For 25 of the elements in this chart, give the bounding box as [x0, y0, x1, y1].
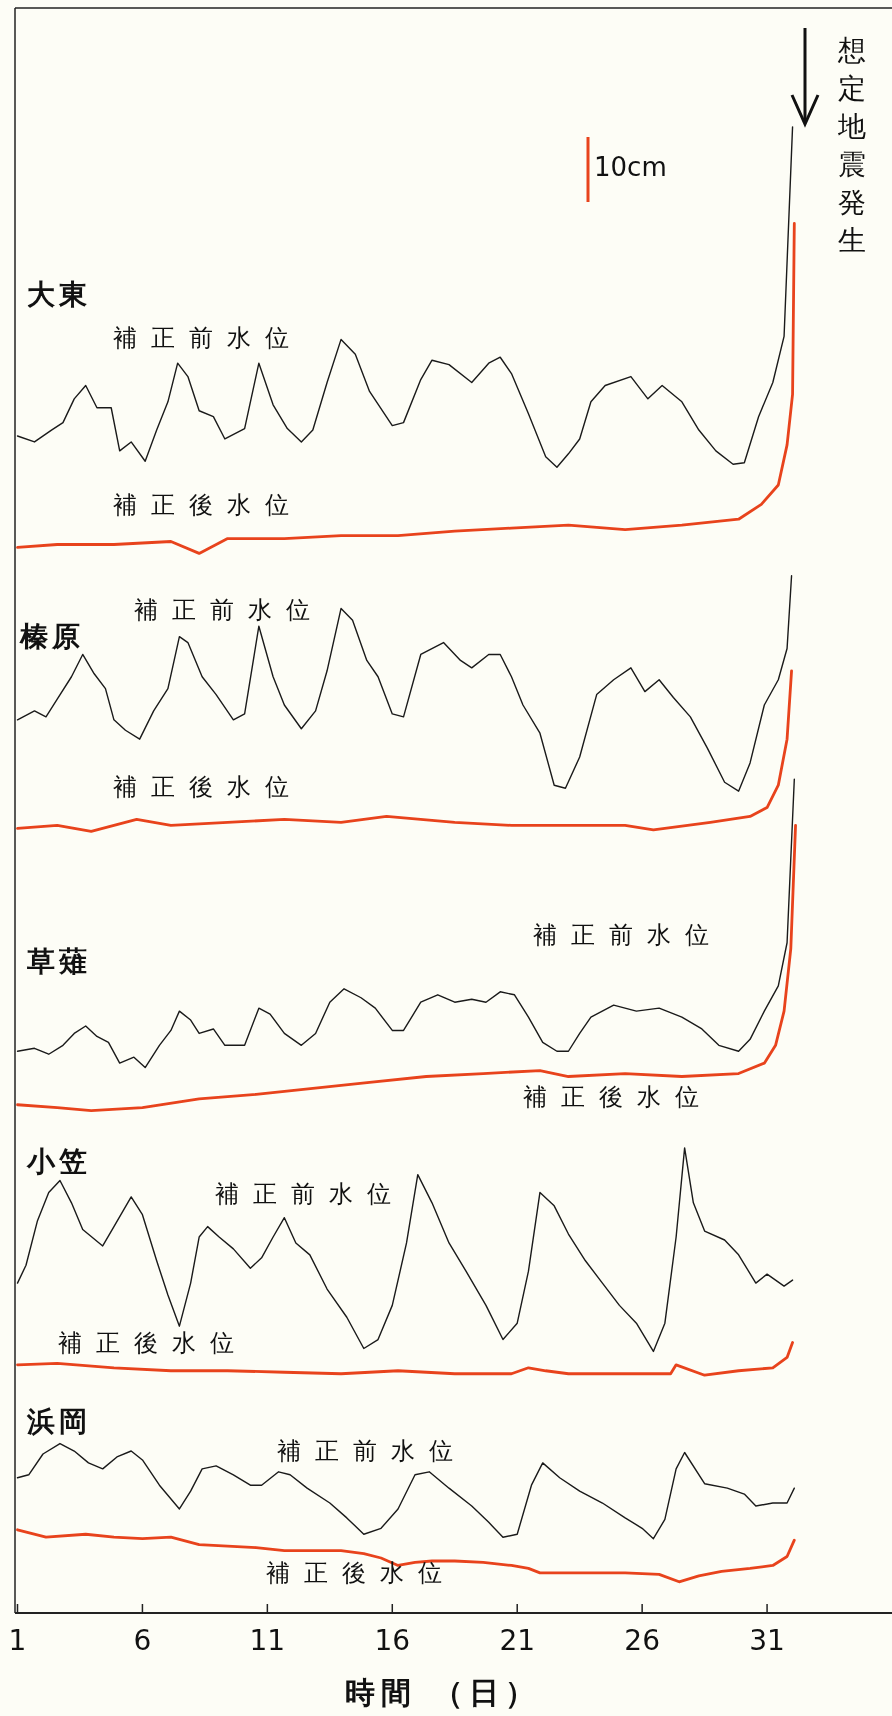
x-tick-label: 16 — [374, 1624, 411, 1657]
series-label: 補正後水位 — [113, 773, 303, 801]
x-tick-label: 26 — [624, 1624, 660, 1657]
x-tick-label: 11 — [249, 1624, 286, 1657]
x-tick-label: 6 — [133, 1624, 152, 1657]
x-tick-label: 31 — [749, 1624, 785, 1657]
annotation: 大東 — [27, 278, 91, 311]
x-tick-label: 21 — [499, 1624, 536, 1657]
x-axis-title: 時間 （日） — [344, 1675, 542, 1710]
annotation: 小笠 — [26, 1145, 91, 1178]
series-label: 補正前水位 — [113, 324, 303, 352]
series-label: 補正後水位 — [58, 1329, 248, 1357]
annotation: 10cm — [594, 151, 667, 182]
annotation: 想定地震発生 — [837, 34, 866, 257]
annotation: 榛原 — [19, 620, 84, 653]
x-tick-label: 1 — [8, 1624, 27, 1657]
series-label: 補正前水位 — [277, 1437, 467, 1465]
series-label: 補正後水位 — [523, 1083, 713, 1111]
series-label: 補正前水位 — [134, 596, 324, 624]
series-label: 補正後水位 — [266, 1559, 456, 1587]
annotation: 浜岡 — [26, 1405, 91, 1438]
series-label: 補正後水位 — [113, 491, 303, 519]
annotation: 草薙 — [26, 945, 91, 978]
series-label: 補正前水位 — [215, 1180, 405, 1208]
text: 補正前水位 — [533, 921, 723, 949]
